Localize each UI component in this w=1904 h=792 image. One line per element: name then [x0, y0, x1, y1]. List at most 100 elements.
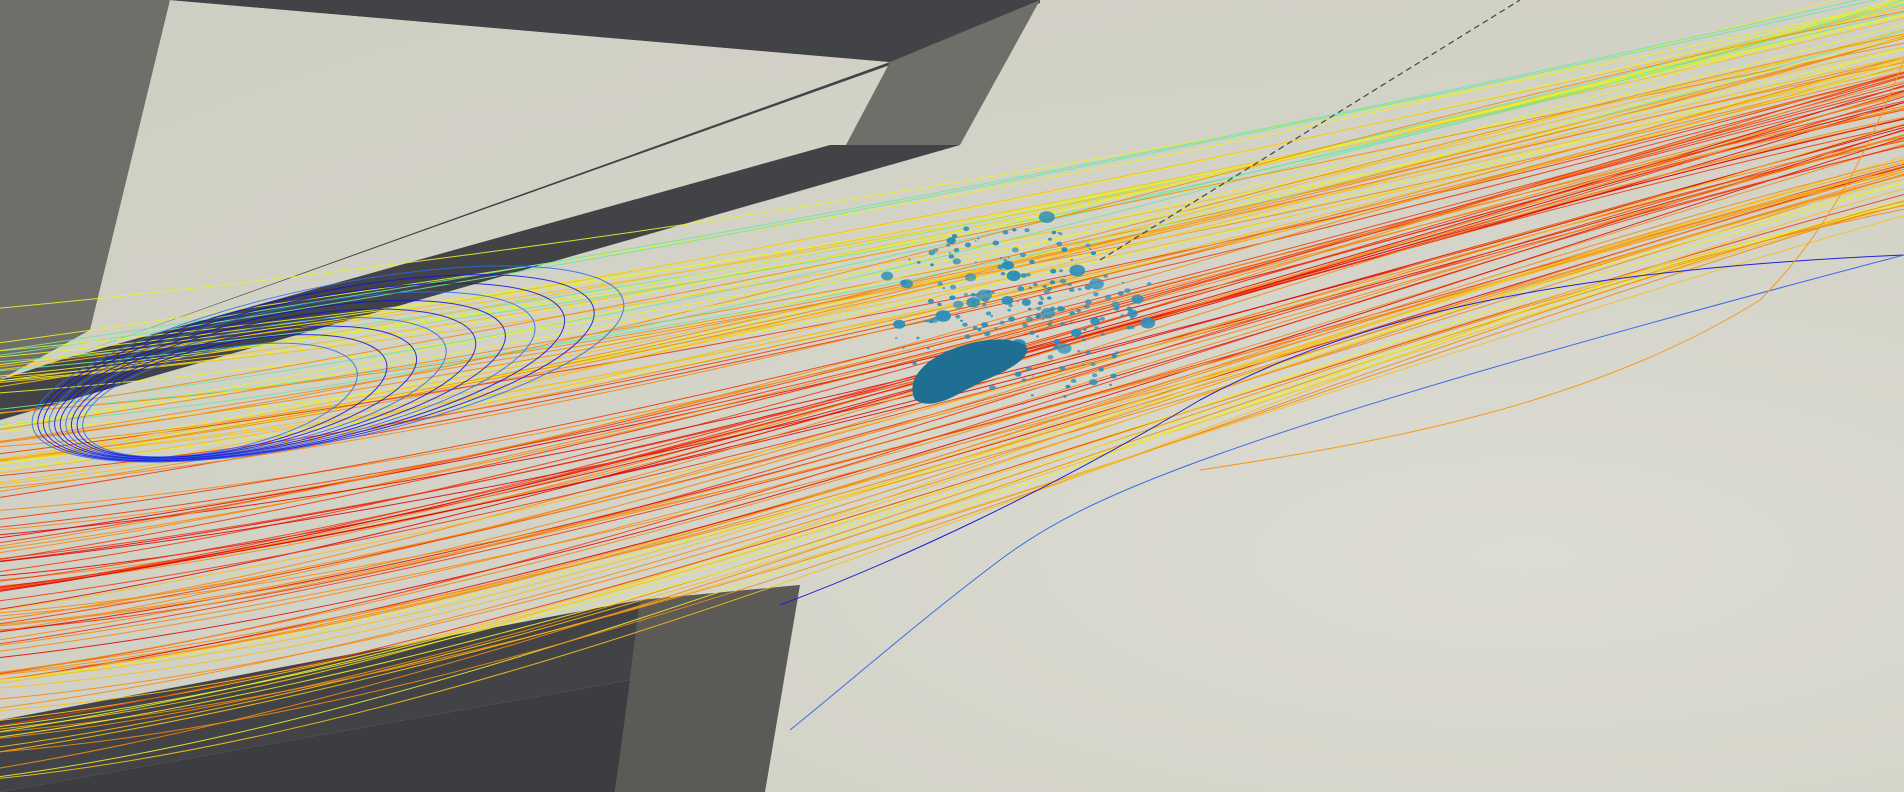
particle: [1057, 343, 1072, 354]
particle-cloud: [881, 211, 1156, 405]
particle: [1077, 287, 1082, 291]
lower-vane-geometry: [0, 585, 800, 792]
particle: [1026, 273, 1031, 277]
recirculation-streamline: [54, 299, 506, 461]
streamline: [0, 37, 1904, 465]
streamline: [0, 89, 1904, 544]
particle: [1069, 311, 1075, 316]
particle: [1061, 247, 1068, 252]
streamline: [0, 182, 1904, 681]
particle: [1049, 320, 1053, 323]
streamline: [0, 174, 1904, 700]
particle: [1117, 291, 1124, 296]
particle: [1074, 335, 1079, 339]
recirculation-streamline: [76, 334, 388, 458]
streamline: [0, 105, 1904, 547]
particle: [1065, 384, 1071, 389]
particle: [962, 322, 968, 327]
streamline: [0, 161, 1904, 681]
particle: [999, 320, 1005, 325]
particle: [1001, 260, 1015, 270]
particle: [1070, 321, 1073, 324]
particle: [1059, 366, 1066, 371]
particle: [902, 347, 905, 349]
particle: [1025, 366, 1032, 372]
streamline: [0, 159, 1904, 676]
particle: [916, 261, 921, 264]
streamline: [0, 204, 1904, 769]
particle: [982, 303, 987, 307]
particle: [1020, 273, 1027, 278]
streamline: [0, 134, 1904, 621]
particle: [1031, 375, 1034, 377]
particle: [985, 311, 992, 316]
particle: [1111, 301, 1120, 308]
streamline: [0, 28, 1904, 383]
particle: [986, 289, 992, 294]
streamline: [0, 10, 1904, 443]
particle: [1140, 317, 1156, 329]
streamline: [0, 168, 1904, 730]
particle: [1017, 286, 1025, 292]
particle: [949, 295, 956, 301]
streamline: [0, 72, 1904, 528]
particle: [964, 242, 972, 248]
particle: [1090, 362, 1096, 367]
streamline: [0, 48, 1904, 429]
particle: [1126, 325, 1132, 330]
particle: [953, 248, 960, 253]
particle: [974, 261, 978, 264]
particle: [1007, 256, 1010, 259]
particle: [1033, 283, 1038, 287]
particle: [1053, 339, 1061, 344]
particle: [1127, 309, 1138, 318]
particle: [1001, 296, 1014, 305]
particle: [912, 361, 917, 365]
particle: [1090, 251, 1096, 256]
particle: [1030, 394, 1034, 397]
streamline: [0, 198, 1904, 738]
particle: [894, 337, 898, 339]
streamline: [0, 15, 1904, 377]
streamline: [0, 137, 1904, 658]
probe-line: [1099, 0, 1521, 261]
streamline: [0, 139, 1904, 632]
particle: [1121, 281, 1125, 284]
particle: [1063, 395, 1067, 398]
streamline: [0, 0, 1860, 352]
streamline: [0, 67, 1904, 460]
particle: [1007, 308, 1012, 312]
particle: [1063, 275, 1067, 278]
particle: [1021, 378, 1027, 382]
particle: [1126, 306, 1133, 311]
particle: [937, 281, 943, 286]
streamline: [0, 145, 1904, 602]
particle: [1111, 354, 1118, 359]
streamline: [0, 59, 1904, 474]
particle: [927, 298, 934, 304]
particle: [928, 250, 936, 256]
particle: [1026, 316, 1033, 322]
particle: [1100, 332, 1105, 336]
streamline: [0, 134, 1904, 627]
particle: [1060, 321, 1066, 326]
particle: [924, 320, 928, 323]
particle: [1058, 232, 1063, 236]
particle: [1035, 314, 1041, 319]
particle: [984, 331, 991, 337]
particle: [1081, 363, 1085, 366]
particle: [1047, 286, 1053, 291]
particle: [1104, 294, 1112, 300]
streamline: [0, 168, 1904, 709]
particle: [972, 326, 978, 330]
particle: [964, 334, 971, 339]
recirculation-streamline: [65, 317, 447, 459]
streamline: [0, 140, 1904, 631]
recirculation-streamline: [31, 265, 625, 463]
particle: [1036, 335, 1039, 338]
particle: [1077, 349, 1081, 353]
recirculation-streamline: [37, 274, 595, 462]
particle: [1099, 316, 1106, 321]
